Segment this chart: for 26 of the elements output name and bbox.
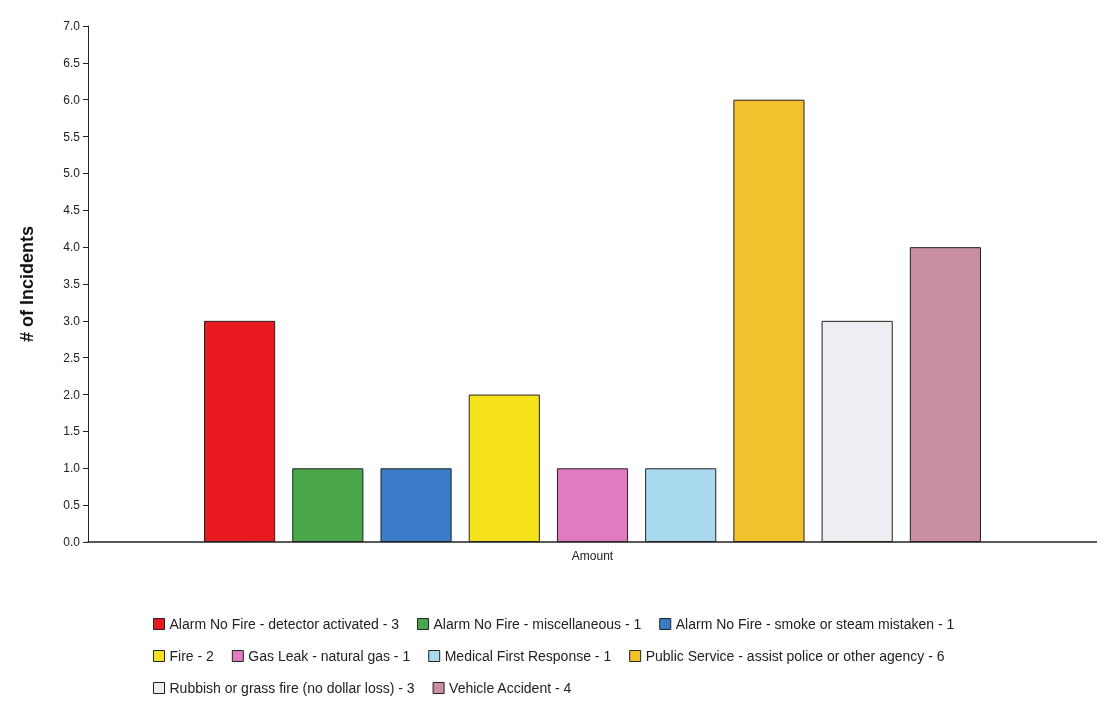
y-tick-label: 3.5 [63, 277, 81, 291]
y-axis-title: # of Incidents [17, 225, 37, 343]
legend-label: Rubbish or grass fire (no dollar loss) - 3 [169, 680, 415, 696]
y-tick-label: 6.0 [63, 92, 81, 107]
legend-label: Public Service - assist police or other agency - 6 [645, 648, 945, 664]
y-tick-label: 1.5 [63, 424, 81, 439]
y-tick-label: 2.0 [63, 387, 81, 402]
y-tick-label: 4.0 [63, 240, 81, 255]
y-tick-label: 3.0 [63, 313, 81, 328]
y-tick-label: 0.0 [63, 535, 81, 549]
y-tick-label: 5.5 [63, 129, 81, 144]
legend-label: Gas Leak - natural gas - 1 [248, 648, 411, 664]
legend-label: Medical First Response - 1 [444, 648, 612, 664]
y-tick-label: 1.0 [63, 461, 81, 476]
x-tick-label: Amount [571, 549, 614, 563]
y-tick-label: 5.0 [63, 166, 81, 181]
legend-label: Alarm No Fire - detector activated - 3 [169, 616, 400, 632]
y-tick-label: 2.5 [63, 350, 81, 365]
legend-label: Vehicle Accident - 4 [449, 680, 572, 696]
y-tick-label: 4.5 [63, 203, 81, 218]
y-tick-label: 6.5 [63, 55, 81, 70]
legend-label: Alarm No Fire - miscellaneous - 1 [433, 616, 642, 632]
y-tick-label: 7.0 [63, 19, 81, 33]
y-tick-label: 0.5 [63, 498, 81, 513]
legend-label: Alarm No Fire - smoke or steam mistaken - 1 [675, 616, 955, 632]
legend-label: Fire - 2 [169, 648, 215, 664]
